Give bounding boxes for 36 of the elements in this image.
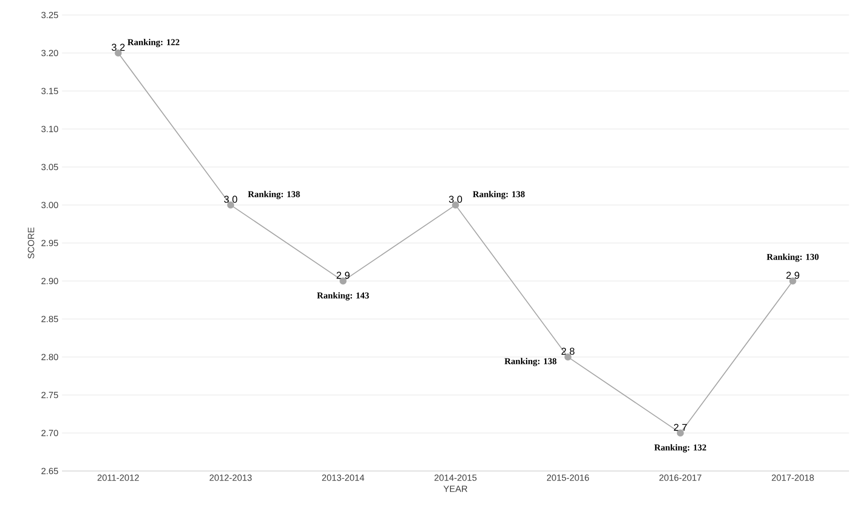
y-tick-label: 2.85	[41, 316, 58, 322]
x-tick-label: 2011-2012	[98, 474, 139, 481]
y-tick-label: 2.65	[41, 468, 58, 474]
y-tick-label: 3.25	[41, 12, 58, 18]
data-label: 3.0	[224, 196, 238, 203]
data-label: 3.2	[112, 44, 125, 51]
y-tick-label: 3.15	[41, 88, 58, 94]
y-axis-title: SCORE	[28, 227, 34, 259]
x-tick-label: 2016-2017	[659, 474, 702, 481]
x-tick-label: 2012-2013	[210, 474, 252, 481]
annotation: Ranking: 138	[504, 358, 556, 366]
data-label: 2.7	[674, 424, 687, 431]
x-tick-label: 2015-2016	[546, 474, 589, 481]
annotation: Ranking: 130	[766, 254, 819, 262]
annotation: Ranking: 132	[654, 444, 706, 452]
x-axis-title: YEAR	[443, 486, 468, 492]
data-label: 2.9	[786, 272, 800, 279]
y-tick-label: 2.70	[41, 430, 58, 436]
x-tick-label: 2014-2015	[434, 474, 477, 481]
data-label: 3.0	[448, 196, 462, 203]
annotation: Ranking: 138	[248, 190, 300, 200]
y-tick-label: 3.10	[41, 126, 58, 132]
data-label: 2.9	[336, 272, 350, 279]
annotation: Ranking: 122	[128, 38, 180, 48]
y-tick-label: 2.95	[41, 240, 58, 246]
annotation: Ranking: 143	[317, 292, 369, 300]
y-tick-label: 3.00	[41, 202, 58, 208]
x-tick-label: 2017-2018	[772, 474, 814, 481]
annotation: Ranking: 138	[472, 190, 525, 200]
y-tick-label: 2.80	[41, 354, 58, 360]
y-tick-label: 2.90	[41, 278, 58, 284]
y-tick-label: 3.05	[41, 164, 58, 170]
y-tick-label: 3.20	[41, 50, 58, 56]
data-label: 2.8	[562, 348, 574, 355]
x-tick-label: 2013-2014	[322, 474, 364, 481]
y-tick-label: 2.75	[41, 392, 58, 398]
